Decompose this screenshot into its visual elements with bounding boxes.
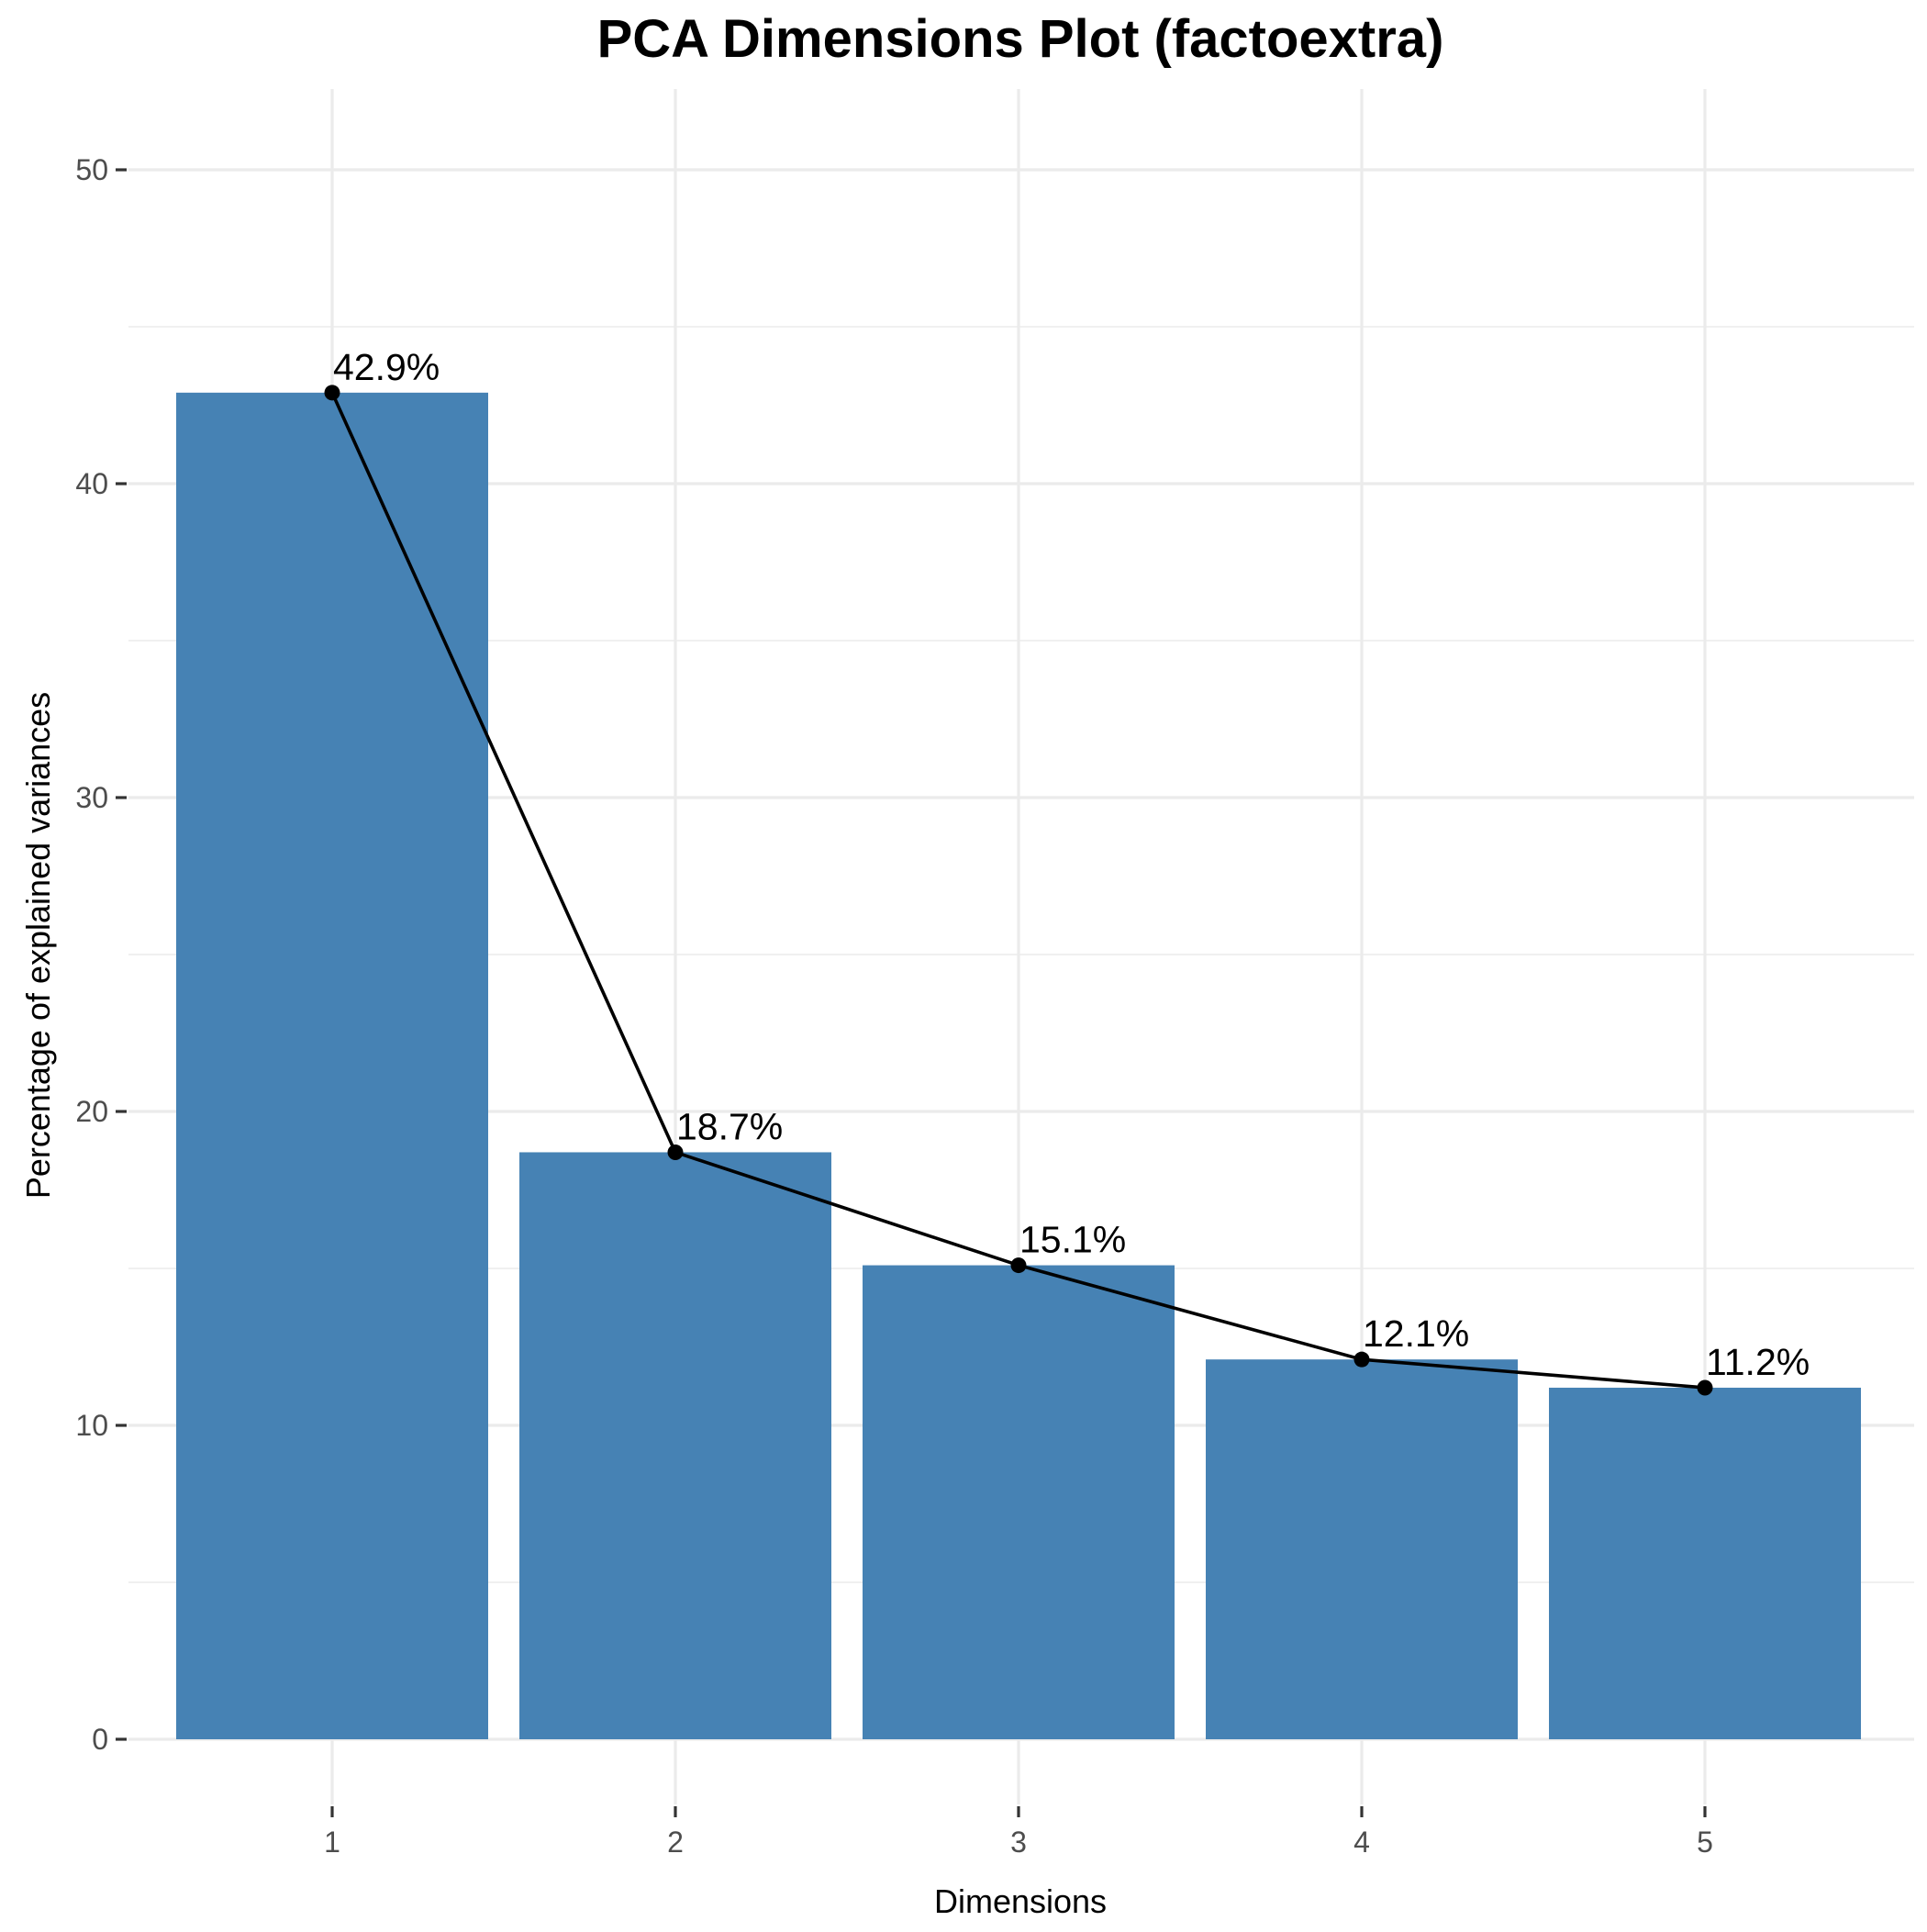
data-point (1010, 1257, 1027, 1274)
x-tick-label: 1 (324, 1826, 340, 1859)
x-tick-label: 4 (1353, 1826, 1370, 1859)
y-tick-label: 40 (75, 467, 108, 500)
x-tick-label: 5 (1697, 1826, 1713, 1859)
data-point (1353, 1351, 1370, 1368)
chart-title: PCA Dimensions Plot (factoextra) (597, 9, 1444, 69)
x-axis-title: Dimensions (934, 1882, 1107, 1920)
data-point (667, 1144, 684, 1160)
y-tick-label: 0 (92, 1723, 108, 1756)
x-tick-label: 2 (667, 1826, 684, 1859)
bar (519, 1152, 831, 1739)
y-tick-label: 30 (75, 781, 108, 814)
data-points (324, 385, 1713, 1396)
x-tick-label: 3 (1010, 1826, 1027, 1859)
y-tick-label: 50 (75, 153, 108, 186)
bar (176, 392, 488, 1739)
data-label: 12.1% (1363, 1312, 1469, 1355)
bar (863, 1265, 1175, 1739)
x-axis: 1 2 3 4 5 (324, 1806, 1713, 1859)
data-label: 42.9% (333, 346, 440, 388)
data-label: 11.2% (1706, 1341, 1810, 1383)
data-labels: 42.9% 18.7% 15.1% 12.1% 11.2% (333, 346, 1810, 1383)
data-point (1697, 1379, 1713, 1396)
bar (1549, 1387, 1861, 1739)
bar (1206, 1359, 1518, 1739)
data-label: 15.1% (1019, 1219, 1126, 1261)
data-point (324, 385, 340, 401)
data-label: 18.7% (676, 1105, 783, 1147)
y-axis-title: Percentage of explained variances (19, 692, 57, 1199)
y-axis: 0 10 20 30 40 50 (75, 153, 127, 1756)
y-tick-label: 20 (75, 1095, 108, 1128)
y-tick-label: 10 (75, 1409, 108, 1442)
bars (176, 392, 1861, 1739)
